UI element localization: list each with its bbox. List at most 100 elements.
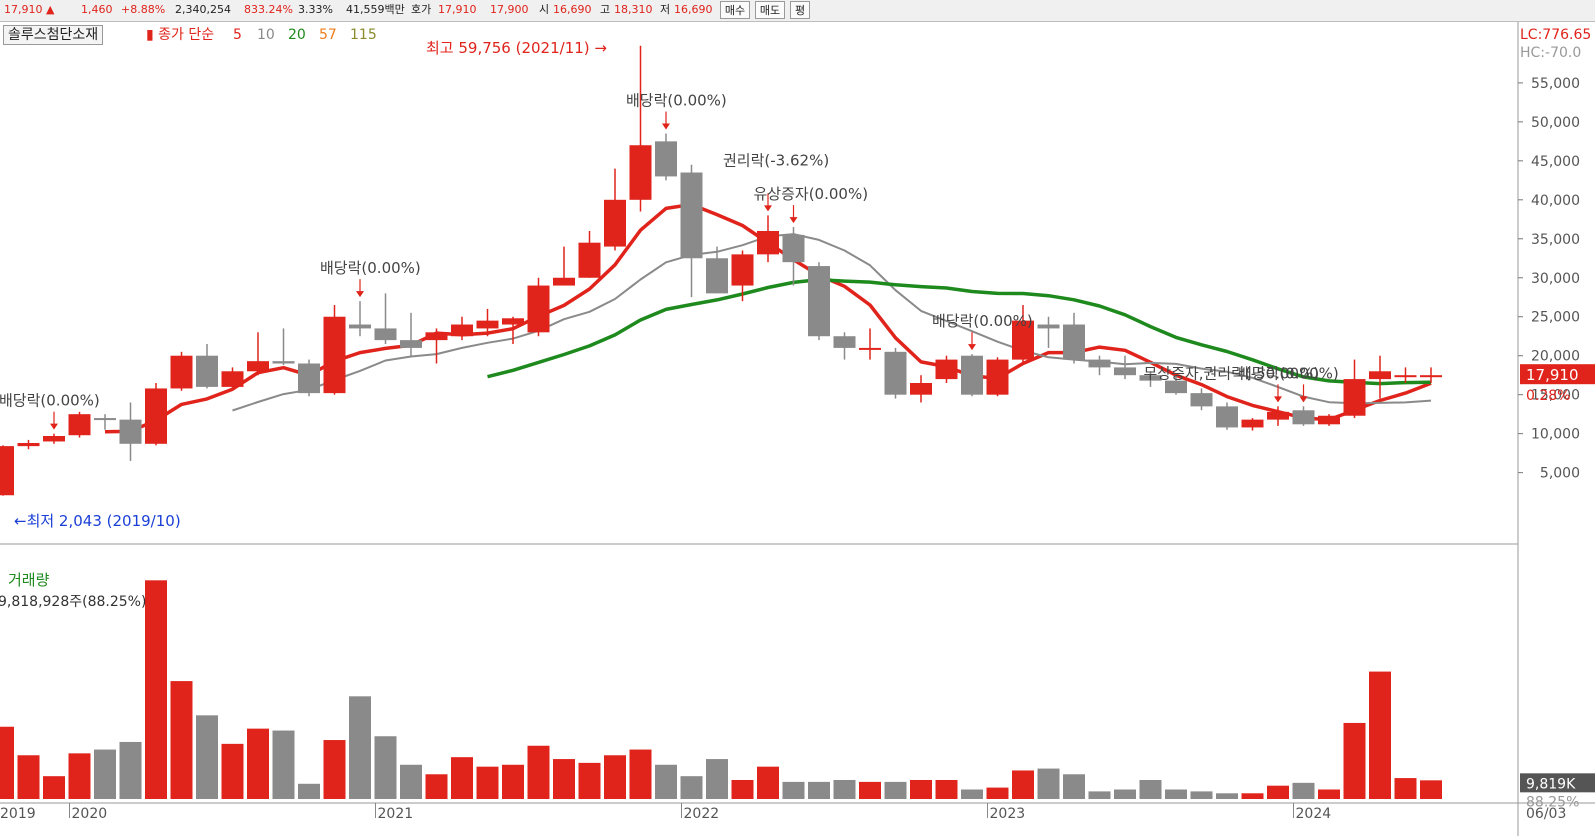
annotation-arrowhead	[662, 123, 670, 130]
volume-bar	[94, 749, 116, 799]
candle	[1267, 406, 1289, 426]
annotation-label: 유상증자(0.00%)	[754, 185, 869, 203]
candle-body	[604, 199, 626, 247]
stock-name-selector[interactable]: 솔루스첨단소재	[3, 25, 104, 45]
quote-bar: 17,910 ▲ 1,460 +8.88% 2,340,254 833.24% …	[0, 0, 1595, 22]
candle-body	[145, 388, 167, 444]
annotation-label: 배당락(0.00%)	[1238, 364, 1339, 382]
ma-legend-5[interactable]: 5	[233, 27, 242, 43]
ma-legend-marker: ▮	[146, 27, 159, 43]
volume-bar	[374, 736, 397, 799]
volume-bar	[1063, 774, 1085, 799]
year-label: 2023	[990, 806, 1026, 822]
candle	[196, 344, 218, 389]
ma-legend-115[interactable]: 115	[350, 27, 377, 43]
volume-bar	[553, 759, 575, 799]
volume-bar	[680, 776, 703, 799]
ma-legend-10[interactable]: 10	[257, 27, 275, 43]
candle	[170, 351, 193, 391]
volume-bar	[604, 755, 626, 799]
candle-body	[629, 145, 652, 200]
average-price-button[interactable]: 평	[790, 1, 810, 19]
sell-button[interactable]: 매도	[755, 1, 785, 19]
ma-legend-57[interactable]: 57	[319, 27, 337, 43]
price-tick-label: 5,000	[1540, 466, 1580, 482]
annotation-label: 배당락(0.00%)	[0, 392, 100, 410]
buy-button[interactable]: 매수	[720, 1, 750, 19]
candle	[986, 357, 1009, 397]
volume-tag-value: 9,819K	[1526, 776, 1576, 792]
volume-bar	[247, 728, 269, 799]
candle	[1037, 316, 1060, 348]
candle-body	[94, 418, 116, 421]
candle-body	[961, 355, 983, 395]
ma-legend-20[interactable]: 20	[288, 27, 306, 43]
candle	[553, 246, 575, 286]
hc-value: HC:-70.0	[1520, 45, 1581, 61]
chart-canvas[interactable]: 배당락(0.00%) 배당락(0.00%) 배당락(0.00%) 권리락(-3.62%…	[0, 22, 1595, 836]
turnover-pct: 3.33%	[298, 3, 333, 16]
candle	[1114, 355, 1136, 380]
annotation-arrowhead	[789, 217, 798, 224]
volume-bar	[502, 764, 524, 799]
candle-body	[1088, 359, 1111, 368]
candle	[247, 332, 269, 376]
candle-body	[272, 361, 295, 364]
volume-bar	[119, 741, 142, 799]
candle-body	[221, 371, 244, 387]
candle-body	[374, 328, 397, 341]
candle-body	[986, 359, 1009, 395]
candle	[1394, 367, 1417, 383]
volume-bar	[145, 580, 167, 799]
annotation-arrowhead	[764, 205, 772, 212]
candle-body	[43, 436, 65, 442]
candle-body	[808, 266, 830, 337]
volume-bar	[1318, 789, 1340, 799]
price-tick-label: 30,000	[1531, 271, 1580, 287]
candle-body	[502, 318, 524, 325]
candle-body	[553, 277, 575, 286]
trade-volume: 2,340,254	[175, 3, 231, 16]
volume-bar	[833, 779, 856, 799]
candle-body	[731, 254, 754, 286]
candle	[1139, 371, 1162, 387]
candle	[298, 359, 320, 397]
candle	[0, 445, 14, 496]
candle-body	[935, 359, 958, 380]
annotation-label: 권리락(-3.62%)	[723, 151, 829, 169]
volume-bar	[1088, 791, 1111, 799]
price-tag-pct: 0.28%	[1526, 388, 1570, 404]
volume-bar	[68, 753, 91, 799]
annotation-arrowhead	[1274, 396, 1282, 403]
candle-body	[1241, 419, 1264, 428]
candle-body	[1420, 375, 1442, 378]
candle	[859, 328, 881, 360]
open-price: 16,690	[553, 3, 592, 16]
annotation-arrowhead	[1299, 396, 1308, 403]
volume-bar	[451, 757, 473, 799]
volume-bars	[0, 580, 1442, 799]
candle-body	[1343, 379, 1366, 416]
price-tag-box	[1520, 364, 1595, 385]
event-annotations: 배당락(0.00%) 배당락(0.00%) 배당락(0.00%) 권리락(-3.62%…	[0, 39, 1339, 530]
year-label: 2019	[0, 806, 36, 822]
lc-value: LC:776.65	[1520, 27, 1591, 43]
volume-bar	[527, 745, 550, 799]
candle-body	[578, 242, 601, 278]
volume-bar	[986, 787, 1009, 799]
volume-bar	[1216, 793, 1238, 799]
candle	[425, 328, 448, 364]
volume-ratio: 833.24%	[244, 3, 293, 16]
candle-body	[400, 340, 422, 348]
candle-body	[68, 414, 91, 436]
candle-body	[1165, 380, 1187, 394]
open-label: 시	[539, 3, 550, 16]
price-tick-label: 10,000	[1531, 427, 1580, 443]
candle-body	[655, 141, 677, 177]
volume-bar	[782, 781, 805, 799]
ask-price: 17,910	[438, 3, 477, 16]
low-label: 저	[660, 3, 671, 16]
volume-bar	[272, 730, 295, 799]
annotation-label: 무상증자,권리락(-50.00%)	[1144, 364, 1320, 382]
candle	[119, 402, 142, 461]
